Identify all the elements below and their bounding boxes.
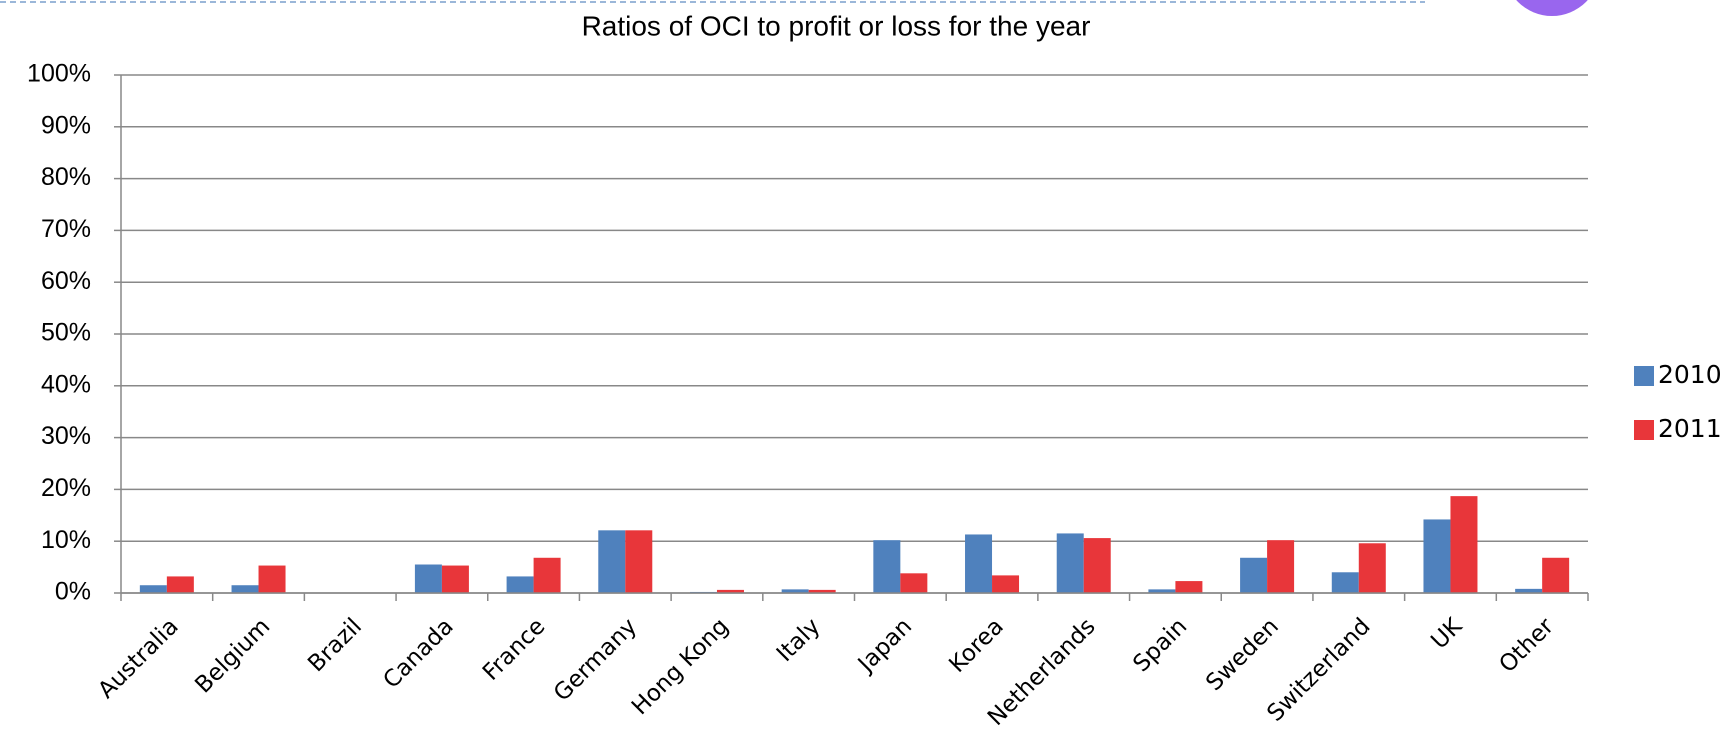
y-tick-label: 10% xyxy=(41,526,91,554)
bar xyxy=(1331,572,1359,593)
bar xyxy=(1240,557,1268,593)
bar xyxy=(1175,581,1203,593)
bar xyxy=(1358,543,1386,593)
y-tick-label: 90% xyxy=(41,111,91,139)
bar xyxy=(139,585,167,593)
y-tick-label: 60% xyxy=(41,267,91,295)
y-tick-label: 80% xyxy=(41,163,91,191)
x-tick-label: Korea xyxy=(944,613,1009,678)
bar xyxy=(533,557,561,593)
bar xyxy=(1542,557,1570,593)
bar xyxy=(625,530,653,593)
x-tick-label: France xyxy=(478,613,550,685)
x-tick-label: Belgium xyxy=(190,613,275,698)
x-tick-label: UK xyxy=(1426,613,1468,655)
x-tick-label: Australia xyxy=(93,613,183,703)
bar xyxy=(873,540,901,593)
bar xyxy=(231,585,259,593)
x-tick-label: Sweden xyxy=(1201,613,1284,696)
y-tick-label: 30% xyxy=(41,422,91,450)
x-tick-label: Canada xyxy=(378,613,458,693)
bar xyxy=(1423,519,1451,593)
bar xyxy=(441,565,469,593)
y-tick-label: 40% xyxy=(41,370,91,398)
legend-label: 2010 xyxy=(1658,360,1722,389)
x-tick-label: Germany xyxy=(549,613,642,706)
bar xyxy=(965,534,993,593)
y-tick-label: 50% xyxy=(41,319,91,347)
y-tick-label: 100% xyxy=(27,60,91,88)
bar xyxy=(258,565,286,593)
bar xyxy=(808,589,836,593)
bar xyxy=(1148,589,1176,593)
bar xyxy=(414,564,442,593)
legend-label: 2011 xyxy=(1658,414,1722,443)
y-tick-label: 20% xyxy=(41,474,91,502)
bar xyxy=(1267,540,1295,593)
y-tick-label: 0% xyxy=(55,578,91,606)
x-tick-label: Japan xyxy=(852,613,917,678)
bar xyxy=(781,589,809,593)
y-tick-label: 70% xyxy=(41,215,91,243)
bar xyxy=(1056,533,1084,593)
bar xyxy=(992,575,1020,593)
decor-circle xyxy=(1516,0,1588,16)
bar xyxy=(598,530,626,593)
bar xyxy=(900,573,928,593)
bar xyxy=(716,589,744,593)
x-tick-label: Brazil xyxy=(303,613,367,677)
bar xyxy=(1515,588,1543,593)
legend-swatch xyxy=(1634,366,1654,386)
bar xyxy=(1450,496,1478,593)
chart-title: Ratios of OCI to profit or loss for the … xyxy=(582,10,1091,41)
legend-swatch xyxy=(1634,420,1654,440)
bar xyxy=(166,576,194,593)
bar xyxy=(1083,538,1111,593)
x-tick-label: Italy xyxy=(772,613,826,667)
bar xyxy=(506,576,534,593)
x-tick-label: Hong Kong xyxy=(627,613,734,720)
x-tick-label: Spain xyxy=(1128,613,1192,677)
x-tick-label: Other xyxy=(1494,613,1559,678)
